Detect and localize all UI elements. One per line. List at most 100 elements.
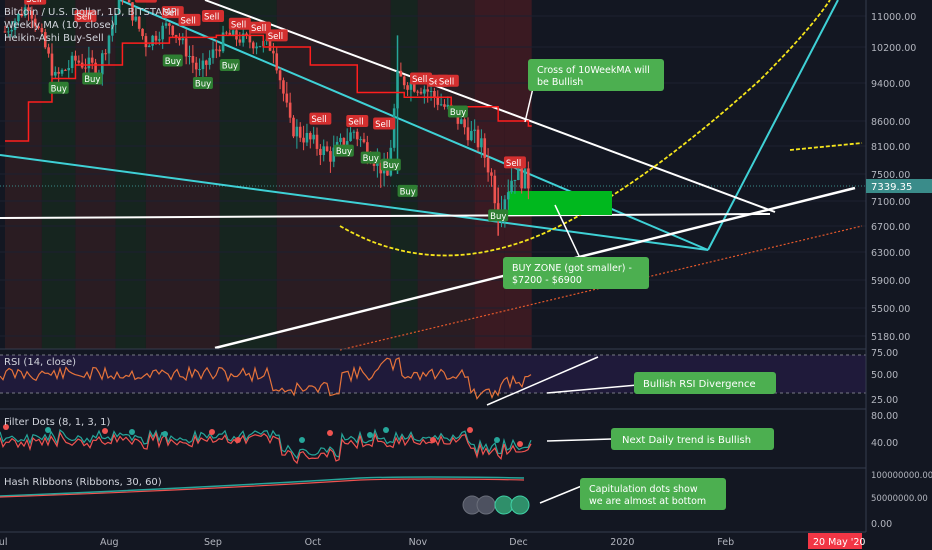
filter-dot <box>299 437 305 443</box>
candle-body <box>258 46 262 48</box>
price-axis[interactable]: 11000.00 10200.00 9400.00 8600.00 8100.00 750… <box>865 0 932 532</box>
candle-body <box>114 14 118 25</box>
symbol-title: Bitcoin / U.S. Dollar, 1D, BITSTAMP <box>4 7 177 18</box>
candle-body <box>131 2 134 21</box>
sell-signal-text: Sell <box>311 115 326 125</box>
candle-body <box>134 16 138 21</box>
candle-body <box>308 132 312 140</box>
callout-buy-zone-line2: $7200 - $6900 <box>512 275 582 286</box>
time-tick: Nov <box>409 537 428 548</box>
buy-signal-text: Buy <box>450 108 466 118</box>
sell-signal <box>24 0 47 5</box>
candle-body <box>282 80 285 94</box>
candle-body <box>188 56 191 58</box>
candle-body <box>215 49 218 51</box>
buy-signal <box>333 144 354 157</box>
candle-body <box>315 134 319 149</box>
filter-label: Filter Dots (8, 1, 3, 1) <box>4 417 110 428</box>
callout-capitulation[interactable]: Capitulation dots show we are almost at … <box>580 478 726 510</box>
callout-cross[interactable]: Cross of 10WeekMA will be Bullish <box>524 59 664 123</box>
sell-signal-text: Sell <box>375 120 390 130</box>
candle-body <box>409 82 413 90</box>
time-axis[interactable]: JulAugSepOctNovDec2020FebM 20 May '20 <box>0 531 932 550</box>
filter-dots <box>3 424 523 447</box>
sell-signal-text: Sell <box>26 0 41 5</box>
cyan-projection-line <box>707 0 839 251</box>
candle-body <box>221 32 225 52</box>
yellow-arc <box>339 0 831 257</box>
candle-body <box>17 13 20 22</box>
buy-signal <box>192 77 213 89</box>
candle-body <box>480 138 483 148</box>
candle-body <box>342 137 346 147</box>
last-price-text: 7339.35 <box>871 182 912 193</box>
candle-body <box>352 131 356 133</box>
callout-buy-zone[interactable]: BUY ZONE (got smaller) - $7200 - $6900 <box>503 204 649 289</box>
date-badge <box>808 533 862 549</box>
sell-signal <box>373 117 396 130</box>
filter-dot <box>383 427 389 433</box>
candle-body <box>30 11 34 19</box>
callout-trend[interactable]: Next Daily trend is Bullish <box>611 428 774 450</box>
candle-body <box>127 0 131 3</box>
callout-rsi-text: Bullish RSI Divergence <box>643 379 756 390</box>
candle-body <box>359 139 362 141</box>
filter-dot <box>327 430 333 436</box>
sell-signal <box>265 29 288 42</box>
candle-body <box>329 151 332 162</box>
rsi-label: RSI (14, close) <box>4 357 76 368</box>
filter-dot <box>209 429 215 435</box>
candle-body <box>292 117 295 137</box>
candle-body <box>470 130 473 141</box>
candle-body <box>251 42 255 49</box>
hash-label: Hash Ribbons (Ribbons, 30, 60) <box>4 477 162 488</box>
candle-body <box>94 62 97 77</box>
buy-signal-text: Buy <box>363 154 379 164</box>
candle-body <box>423 89 426 94</box>
price-tick: 9400.00 <box>871 79 910 90</box>
candle-body <box>151 35 154 46</box>
candle-body <box>184 38 188 57</box>
buy-signal-text: Buy <box>490 212 506 222</box>
candle-body <box>349 132 352 142</box>
weekly-ma-line <box>5 34 532 142</box>
candle-body <box>490 172 493 176</box>
candle-body <box>476 129 480 148</box>
candle-body <box>204 60 208 65</box>
candle-body <box>483 138 487 158</box>
candle-body <box>325 146 329 152</box>
sell-signal <box>309 112 332 125</box>
candle-body <box>319 148 322 156</box>
candle-body <box>238 39 242 43</box>
callout-rsi[interactable]: Bullish RSI Divergence <box>634 372 776 394</box>
rsi-line <box>0 357 532 400</box>
candle-body <box>275 53 279 71</box>
sell-signal <box>228 17 251 30</box>
candle-body <box>191 56 195 63</box>
time-tick: Oct <box>305 537 322 548</box>
candle-body <box>161 25 164 40</box>
candle-body <box>268 39 272 51</box>
candle-body <box>412 82 416 92</box>
time-tick: 2020 <box>610 537 634 548</box>
filter-dot <box>129 429 135 435</box>
candle-body <box>43 32 47 48</box>
candle-body <box>74 55 77 61</box>
capitulation-callout-pointer <box>539 484 585 504</box>
hash-tick: 50000000.00 <box>871 494 928 504</box>
hash-ribbon-slow <box>0 478 525 498</box>
candle-body <box>201 60 205 70</box>
candle-body <box>13 21 17 30</box>
buy-zone-box[interactable] <box>508 191 612 215</box>
filter-dot <box>494 437 500 443</box>
filter-dot <box>45 427 51 433</box>
rsi-tick: 25.00 <box>871 395 898 406</box>
buy-signal <box>447 105 468 118</box>
sell-signal-text: Sell <box>181 16 196 26</box>
price-tick: 8100.00 <box>871 142 910 153</box>
sell-signal <box>503 156 526 169</box>
sell-signal-text: Sell <box>164 9 179 19</box>
cyan-support-line <box>0 154 709 251</box>
candle-body <box>355 131 359 140</box>
